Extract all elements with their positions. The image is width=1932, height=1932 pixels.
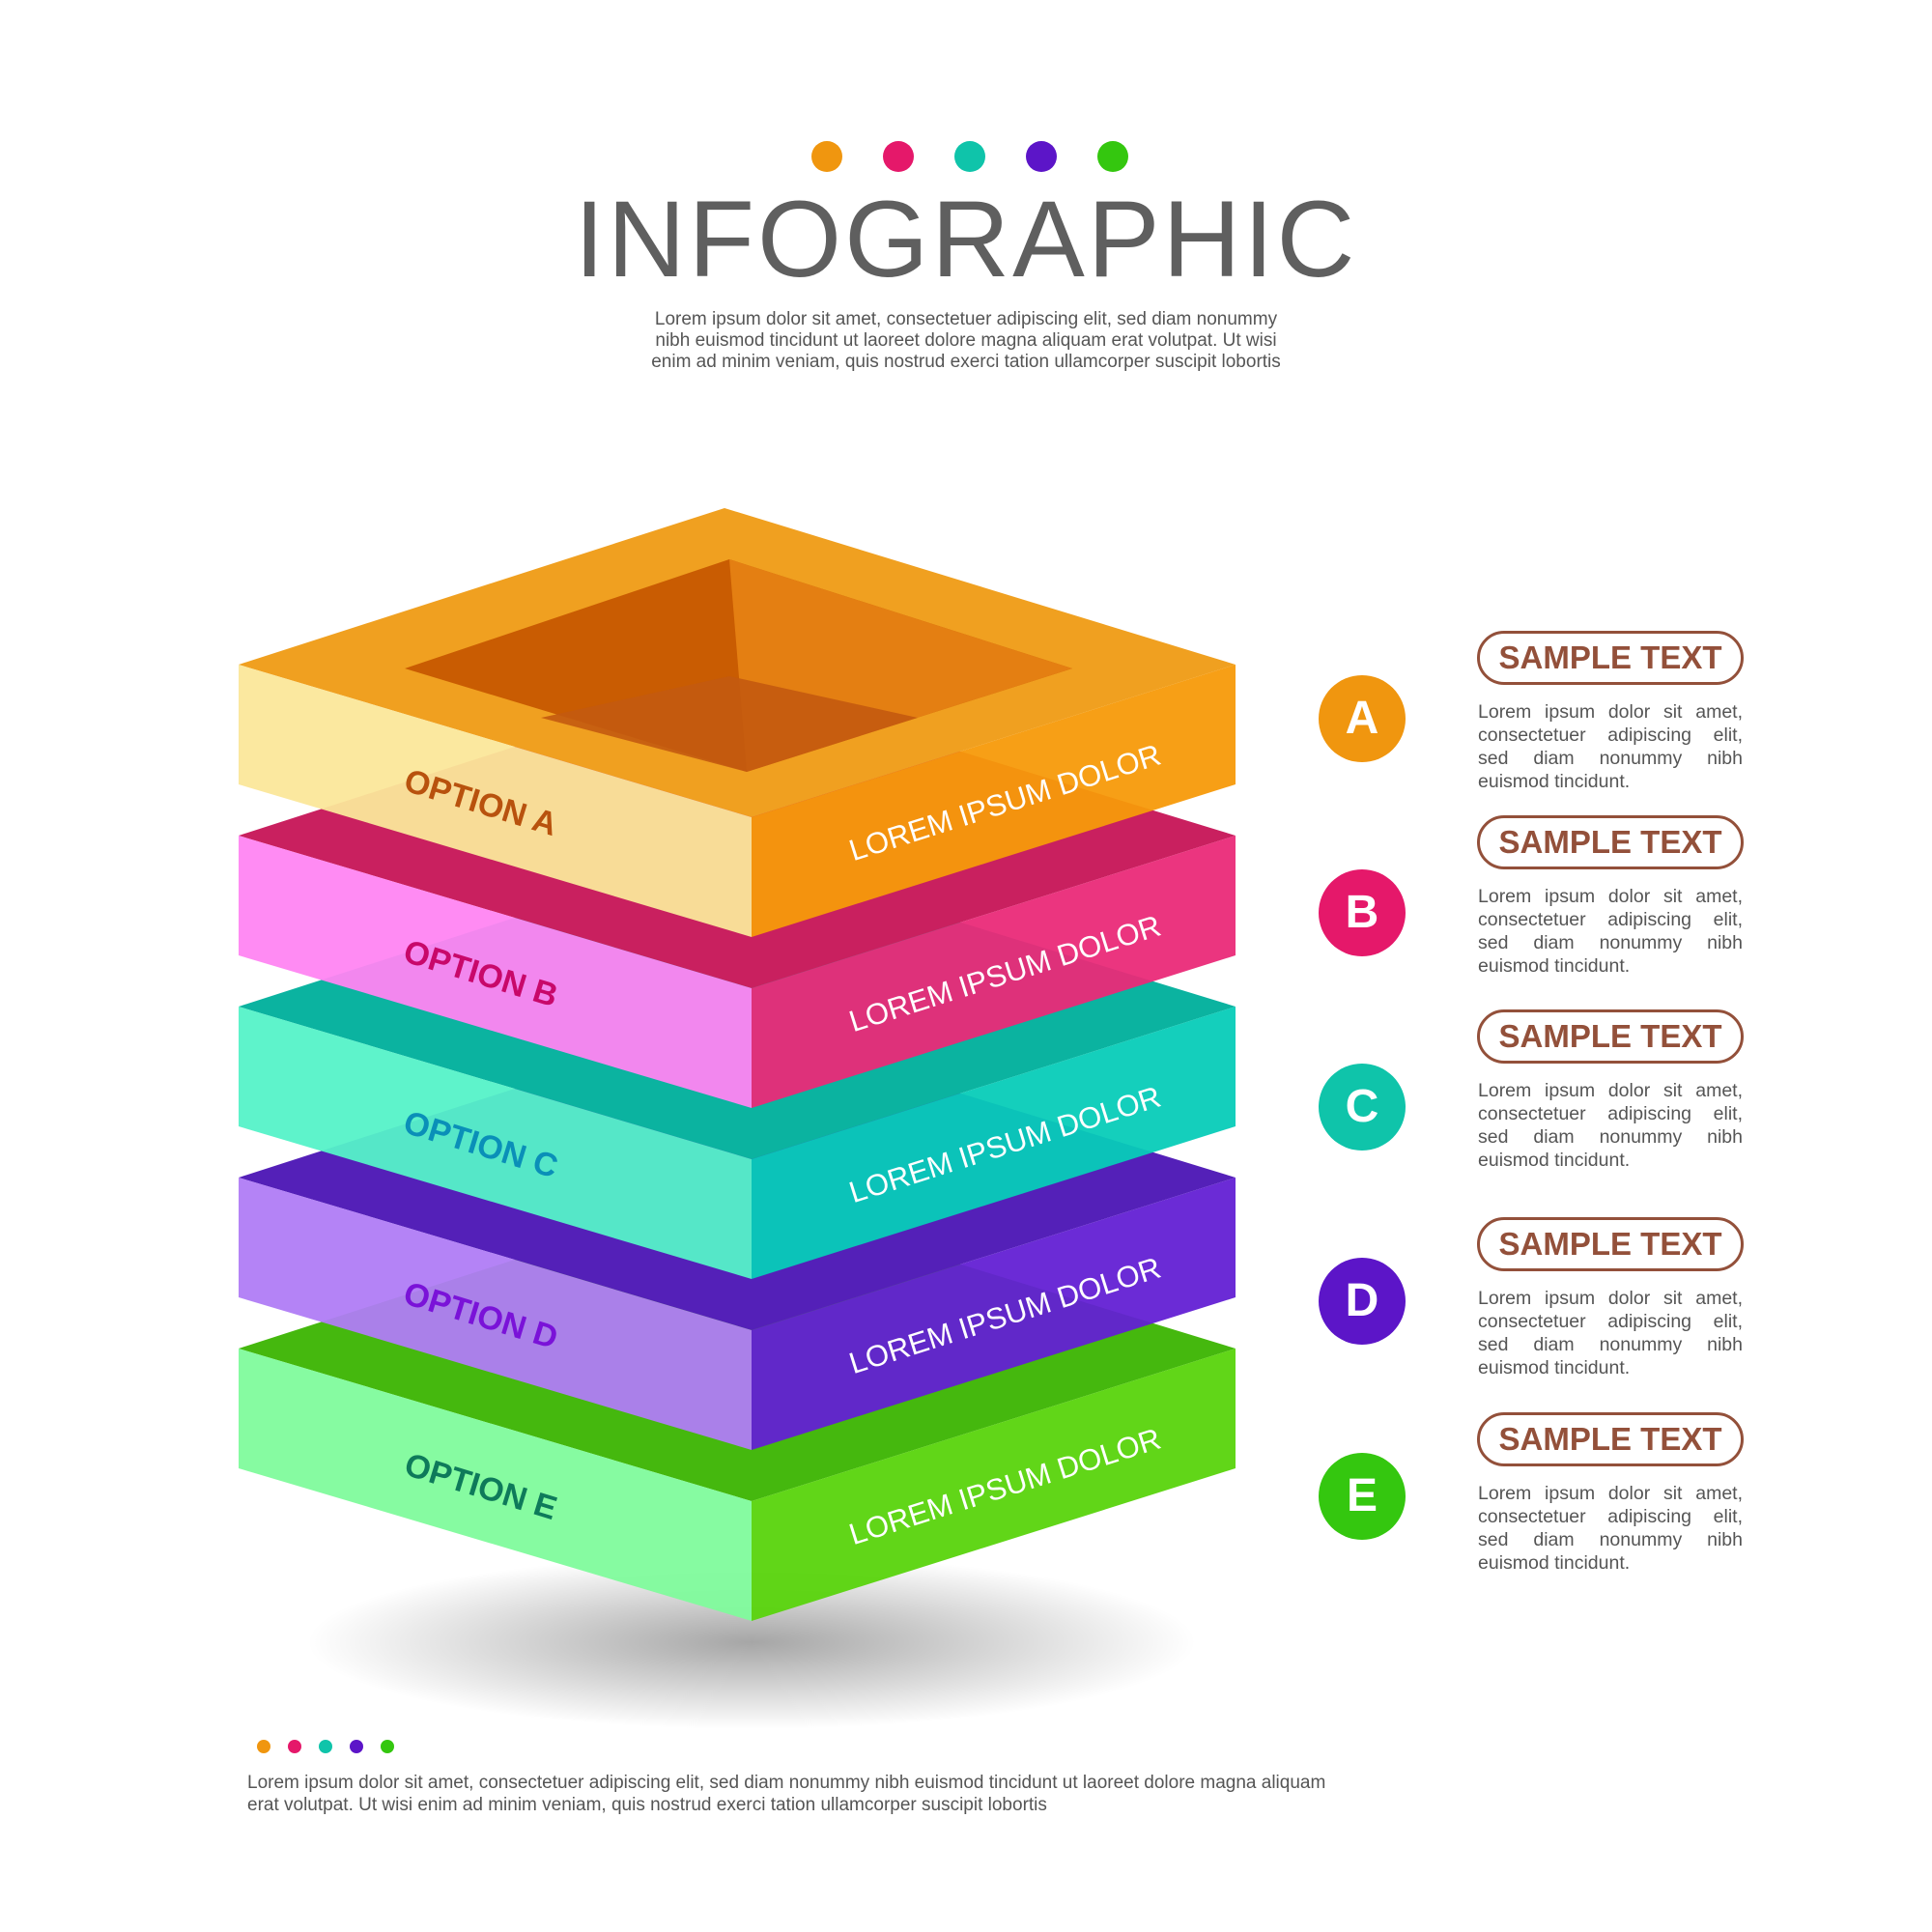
item-badge-b: B [1319,869,1406,956]
footer-dot-4 [381,1740,394,1753]
stack-shadow [307,1555,1196,1729]
layer-d-right-face [752,1178,1236,1450]
layer-a-inner-floor [541,676,918,772]
item-description: Lorem ipsum dolor sit amet, consectetuer… [1478,1483,1743,1574]
item-heading-pill: SAMPLE TEXT [1477,631,1744,685]
layer-a-right-face [752,665,1236,937]
page-subtitle: Lorem ipsum dolor sit amet, consectetuer… [651,309,1281,372]
item-badge-d: D [1319,1258,1406,1345]
layer-d-left-face [239,1178,752,1450]
item-description: Lorem ipsum dolor sit amet, consectetuer… [1478,886,1743,977]
footer-dot-3 [350,1740,363,1753]
header-dot-4 [1097,141,1128,172]
header-dot-0 [811,141,842,172]
layer-c-left-face [239,1007,752,1279]
layer-c-right-face [752,1007,1236,1279]
item-heading-pill: SAMPLE TEXT [1477,815,1744,869]
header-dot-2 [954,141,985,172]
layer-e-right-face [752,1349,1236,1621]
header-dot-1 [883,141,914,172]
footer-dot-0 [257,1740,270,1753]
layer-a-left-face [239,665,752,937]
layer-b-left-face [239,836,752,1108]
item-heading-pill: SAMPLE TEXT [1477,1009,1744,1064]
footer-dot-1 [288,1740,301,1753]
item-badge-c: C [1319,1064,1406,1151]
footer-dot-2 [319,1740,332,1753]
page-title: INFOGRAPHIC [574,179,1358,299]
item-badge-a: A [1319,675,1406,762]
item-description: Lorem ipsum dolor sit amet, consectetuer… [1478,1288,1743,1378]
item-heading-pill: SAMPLE TEXT [1477,1412,1744,1466]
item-description: Lorem ipsum dolor sit amet, consectetuer… [1478,1080,1743,1171]
layer-b-right-face [752,836,1236,1108]
footer-text: Lorem ipsum dolor sit amet, consectetuer… [247,1773,1326,1815]
header-dot-3 [1026,141,1057,172]
layer-e-left-face [239,1349,752,1621]
item-badge-e: E [1319,1453,1406,1540]
item-description: Lorem ipsum dolor sit amet, consectetuer… [1478,701,1743,792]
item-heading-pill: SAMPLE TEXT [1477,1217,1744,1271]
